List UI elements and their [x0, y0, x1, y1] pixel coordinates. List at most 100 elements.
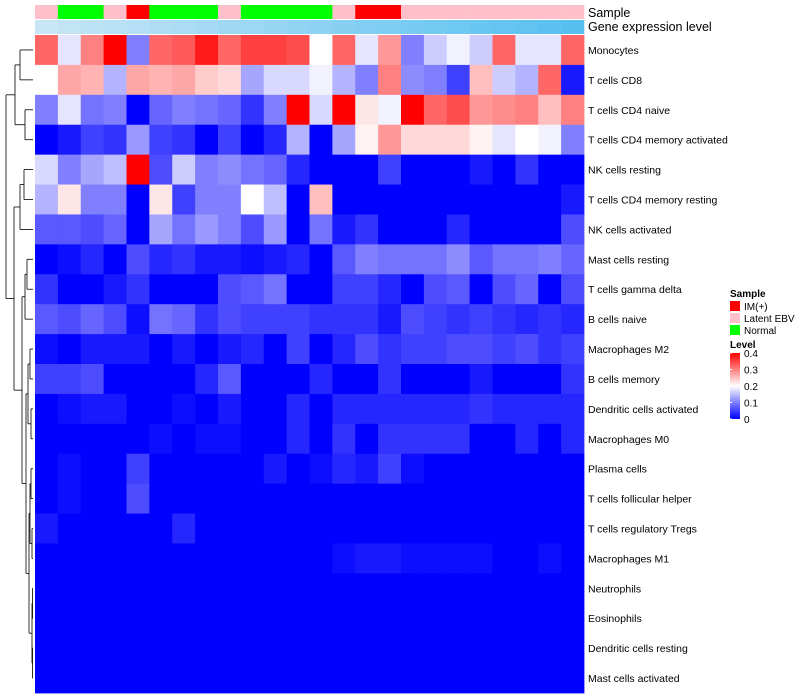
heatmap-cell: [332, 214, 356, 245]
expression-annotation-cell: [561, 20, 585, 34]
heatmap-cell: [35, 364, 59, 395]
heatmap-cell: [195, 35, 219, 66]
heatmap-cell: [35, 274, 59, 305]
heatmap-cell: [378, 94, 402, 126]
heatmap-cell: [515, 214, 539, 245]
row-label: T cells CD4 memory resting: [588, 195, 717, 207]
heatmap-cell: [103, 244, 127, 275]
level-legend-title: Level: [730, 340, 756, 351]
sample-annotation-track: [35, 5, 585, 19]
heatmap-cell: [355, 633, 379, 664]
heatmap-cell: [332, 35, 356, 66]
expression-annotation-cell: [35, 20, 59, 34]
heatmap-cell: [35, 64, 59, 96]
heatmap-cell: [240, 94, 265, 126]
sample-annotation-cell: [492, 5, 516, 19]
heatmap-cell: [538, 423, 562, 455]
heatmap-cell: [561, 94, 585, 126]
heatmap-cell: [378, 334, 402, 365]
heatmap-cell: [218, 453, 242, 485]
heatmap-cell: [80, 154, 105, 185]
heatmap-cell: [195, 603, 219, 634]
heatmap-cell: [492, 453, 516, 485]
heatmap-cell: [378, 304, 402, 335]
heatmap-cell: [126, 304, 150, 335]
heatmap-cell: [423, 94, 448, 126]
heatmap-cell: [103, 64, 127, 96]
heatmap-cell: [515, 633, 539, 664]
heatmap-cell: [446, 64, 471, 96]
heatmap-cell: [263, 94, 288, 126]
sample-annotation-cell: [35, 5, 59, 19]
heatmap-cell: [103, 274, 127, 305]
heatmap-cell: [286, 274, 310, 305]
heatmap-cell: [378, 393, 402, 425]
heatmap-cell: [515, 334, 539, 365]
expression-annotation-cell: [57, 20, 82, 34]
heatmap-cell: [332, 64, 356, 96]
heatmap-cell: [80, 214, 105, 245]
heatmap-cell: [218, 274, 242, 305]
heatmap-cell: [126, 663, 150, 694]
heatmap-cell: [126, 274, 150, 305]
heatmap-cell: [172, 244, 196, 275]
heatmap-cell: [469, 573, 493, 604]
heatmap-cell: [423, 423, 448, 455]
heatmap-cell: [218, 633, 242, 664]
heatmap-cell: [378, 663, 402, 694]
heatmap-cell: [401, 274, 425, 305]
heatmap-cell: [80, 124, 105, 156]
expression-annotation-cell: [515, 20, 539, 34]
heatmap-cell: [80, 393, 105, 425]
heatmap-cell: [172, 334, 196, 365]
heatmap-cell: [218, 244, 242, 275]
heatmap-cell: [538, 334, 562, 365]
row-label: T cells follicular helper: [588, 494, 692, 506]
heatmap-cell: [80, 94, 105, 126]
heatmap-cell: [309, 573, 333, 604]
heatmap-cell: [401, 334, 425, 365]
heatmap-cell: [515, 483, 539, 514]
heatmap-cell: [309, 244, 333, 275]
heatmap-cell: [309, 304, 333, 335]
level-tick-label: 0: [744, 415, 750, 426]
heatmap-cell: [378, 274, 402, 305]
heatmap-cell: [515, 573, 539, 604]
heatmap-cell: [561, 364, 585, 395]
heatmap-cell: [492, 304, 516, 335]
expression-annotation-cell: [492, 20, 516, 34]
heatmap-cell: [172, 274, 196, 305]
level-tick-label: 0.2: [744, 382, 758, 393]
heatmap-cell: [172, 124, 196, 156]
heatmap-cell: [492, 393, 516, 425]
row-labels: Monocytes T cells CD8 T cells CD4 naive T c…: [588, 45, 728, 685]
heatmap-cell: [355, 453, 379, 485]
expression-annotation-cell: [423, 20, 448, 34]
heatmap-cell: [195, 94, 219, 126]
heatmap-cell: [103, 94, 127, 126]
heatmap-cell: [515, 124, 539, 156]
sample-annotation-cell: [218, 5, 242, 19]
heatmap-cell: [240, 513, 265, 544]
heatmap-cell: [401, 304, 425, 335]
level-colorbar: [730, 353, 740, 419]
row-dendrogram: [5, 49, 33, 679]
heatmap-cell: [561, 184, 585, 215]
heatmap-cell: [332, 543, 356, 574]
heatmap-cell: [355, 214, 379, 245]
heatmap-cell: [218, 304, 242, 335]
heatmap-cell: [469, 94, 493, 126]
heatmap-cell: [401, 453, 425, 485]
heatmap-cell: [286, 393, 310, 425]
heatmap-cell: [469, 513, 493, 544]
heatmap-cell: [149, 214, 173, 245]
heatmap-cell: [378, 483, 402, 514]
heatmap-cell: [492, 334, 516, 365]
heatmap-cell: [240, 184, 265, 215]
heatmap-cell: [286, 214, 310, 245]
heatmap-cell: [515, 364, 539, 395]
heatmap-cell: [172, 603, 196, 634]
expression-annotation-cell: [240, 20, 265, 34]
heatmap-cell: [355, 393, 379, 425]
heatmap-cell: [401, 364, 425, 395]
